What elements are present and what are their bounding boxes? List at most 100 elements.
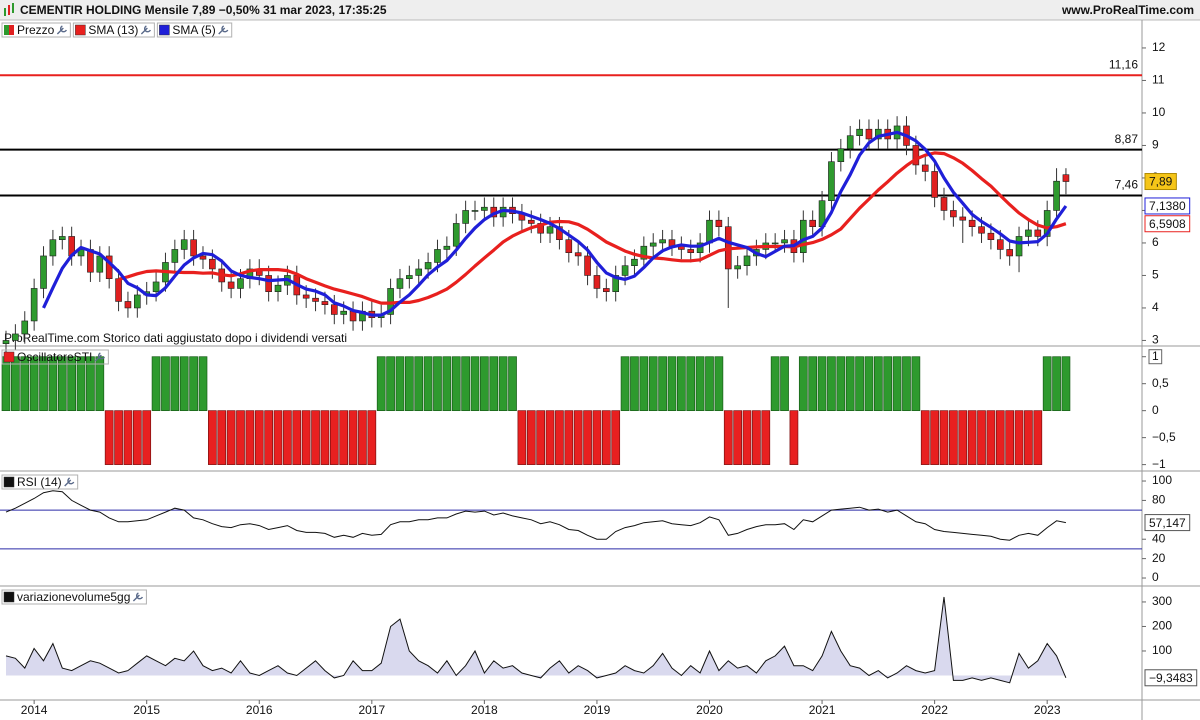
bar [142,410,152,465]
bar [723,410,733,465]
bar [151,356,161,412]
bar [161,356,170,412]
bar [67,356,77,412]
candle-body [227,281,235,289]
bar [273,410,283,465]
level-label: 7,46 [1115,178,1139,192]
bar [1052,356,1061,412]
bar [573,410,583,465]
bar [1014,410,1024,465]
bar [648,356,658,412]
legend-swatch [75,24,86,36]
candle-body [631,258,638,267]
candle-body [40,255,47,289]
last-value-label: 6,5908 [1149,217,1186,231]
bar [264,410,273,465]
candle-body [396,278,404,289]
bar [742,410,752,465]
bar [517,410,527,465]
x-tick-label: 2020 [696,703,723,717]
note: ProRealTime.com Storico dati aggiustato … [4,331,347,345]
bar [386,356,395,412]
last-value-tag [1144,669,1198,687]
candle-body [481,206,488,211]
bar [358,410,367,465]
app-icon [4,3,14,16]
legend-label: variazionevolume5gg [17,590,130,604]
bar [208,410,217,465]
bar [470,356,480,412]
bar [902,356,911,412]
bar [1033,410,1043,465]
y-tick-label: 6 [1152,235,1159,249]
bar [733,410,742,465]
candle-body [828,161,835,201]
bar [179,356,189,412]
x-tick-label: 2021 [809,703,836,717]
candle-body [471,210,479,212]
bar [601,410,611,465]
bar [236,410,245,465]
legend-swatch [4,25,9,35]
candle-body [312,297,319,302]
area-line [5,596,1067,684]
candle-body [799,219,807,253]
bar [545,410,555,465]
candle-body [968,219,976,227]
bar [226,410,236,465]
sma-line [118,151,1067,305]
x-tick-label: 2017 [358,703,385,717]
y-tick-label: 0,5 [1152,376,1169,390]
bar [132,410,142,465]
bar [892,356,902,412]
candle-body [1025,229,1032,237]
bar [667,356,677,412]
bar [836,356,846,412]
area-fill [6,597,1066,683]
bar [198,356,208,412]
sma-line [42,130,1068,317]
candle-body [190,239,197,257]
candle-body [180,239,188,250]
last-value-tag [1144,197,1191,215]
bar [536,410,546,465]
candle-body [978,226,985,234]
bar [1061,356,1071,412]
y-tick-label: 20 [1152,551,1166,565]
bar [20,356,30,412]
bar [39,356,48,412]
candle-body [96,255,104,273]
bar [404,356,414,412]
candle-body [546,226,554,234]
candle-body [527,219,535,224]
candle-body [199,255,207,260]
settings-icon [218,25,229,35]
legend-label: OscillatoreSTI [17,350,92,364]
candle-body [649,242,657,247]
candle-body [865,128,873,140]
bar [114,410,123,465]
bar [798,356,808,412]
bar [967,410,977,465]
bar [254,410,264,465]
legend-border [1,349,109,365]
last-value-label: 7,89 [1149,175,1173,189]
candle-body [415,268,423,276]
bar [433,356,442,412]
candle-body [462,210,469,224]
legend-swatch [9,25,14,35]
last-value-label: −9,3483 [1149,671,1193,685]
candle-body [574,252,582,257]
y-tick-label: 100 [1152,643,1172,657]
candle-body [2,340,10,345]
candle-body [209,258,216,270]
bar [592,410,602,465]
settings-icon [140,25,152,35]
x-tick-label: 2018 [471,703,498,717]
last-value-tag [1144,173,1177,191]
candle-body [21,320,29,335]
candle-body [743,255,751,266]
candle-body [340,310,347,315]
bar [414,356,424,412]
candle-body [1053,180,1060,211]
